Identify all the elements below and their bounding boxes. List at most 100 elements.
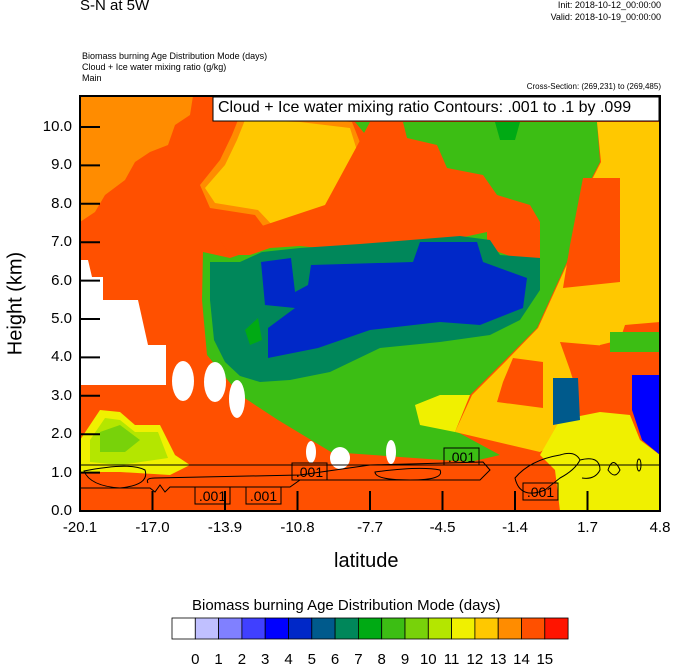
init-time: Init: 2018-10-12_00:00:00 bbox=[557, 0, 661, 10]
contour-label: .001 bbox=[250, 488, 277, 504]
colorbar-swatch bbox=[404, 617, 429, 640]
cross-section-label: Cross-Section: (269,231) to (269,485) bbox=[526, 82, 661, 91]
colorbar-swatch bbox=[451, 617, 476, 640]
field-region-14d bbox=[497, 358, 543, 408]
y-tick-label: 1.0 bbox=[51, 463, 72, 481]
colorbar-swatch bbox=[381, 617, 406, 640]
field-region-9b bbox=[610, 332, 660, 352]
contour-line bbox=[607, 462, 621, 476]
field-white-blob bbox=[306, 441, 316, 463]
colorbar-label: 6 bbox=[330, 651, 340, 668]
colorbar-label: 3 bbox=[261, 651, 270, 668]
field-region-11b bbox=[540, 412, 660, 511]
colorbar-swatch bbox=[311, 617, 336, 640]
plot-title: S-N at 5W bbox=[80, 0, 150, 14]
y-tick-label: 3.0 bbox=[51, 386, 72, 404]
y-tick-label: 5.0 bbox=[51, 310, 72, 327]
field-label-2: Cloud + Ice water mixing ratio (g/kg) bbox=[82, 62, 227, 72]
contour-label-box bbox=[522, 482, 559, 501]
contour-label-box bbox=[194, 486, 231, 505]
contour-info-text: Cloud + Ice water mixing ratio Contours:… bbox=[218, 99, 632, 116]
contour-label-box bbox=[291, 462, 328, 481]
y-tick-label: 0.0 bbox=[51, 502, 72, 519]
contour-label: .001 bbox=[527, 484, 554, 500]
field-region-11 bbox=[415, 395, 470, 432]
field-white-blob bbox=[330, 447, 350, 469]
x-axis-label: latitude bbox=[334, 550, 399, 572]
field-white-blob bbox=[229, 380, 245, 418]
colorbar-swatch bbox=[264, 617, 289, 640]
colorbar-swatch bbox=[497, 617, 522, 640]
field-region-5 bbox=[261, 242, 527, 358]
colorbar-label: 1 bbox=[214, 651, 223, 668]
field-label-1: Biomass burning Age Distribution Mode (d… bbox=[82, 51, 268, 61]
field-region-13 bbox=[80, 96, 193, 222]
x-tick-label: -1.4 bbox=[502, 519, 528, 536]
y-tick-label: 4.0 bbox=[51, 348, 72, 366]
colorbar-swatch bbox=[334, 617, 359, 640]
contour-line bbox=[80, 461, 491, 493]
colorbar-label: 13 bbox=[489, 651, 507, 668]
contour-line bbox=[83, 465, 147, 489]
contour-label: .001 bbox=[199, 488, 226, 504]
y-tick-label: 9.0 bbox=[51, 156, 72, 174]
field-region-14c bbox=[560, 342, 630, 412]
contour-line bbox=[514, 452, 581, 494]
colorbar bbox=[171, 617, 569, 640]
field-region-14b bbox=[563, 178, 620, 288]
colorbar-label: 11 bbox=[443, 651, 460, 668]
colorbar-label: 12 bbox=[466, 651, 484, 668]
colorbar-swatch bbox=[427, 617, 452, 640]
field-region-14 bbox=[220, 122, 540, 262]
colorbar-swatch bbox=[194, 617, 220, 640]
colorbar-swatch bbox=[544, 617, 569, 640]
colorbar-swatch bbox=[171, 617, 196, 640]
colorbar-label: 2 bbox=[237, 651, 247, 668]
y-axis-label: Height (km) bbox=[4, 251, 27, 356]
colorbar-label: 5 bbox=[307, 651, 316, 668]
colorbar-swatch bbox=[288, 617, 313, 640]
field-label-3: Main bbox=[82, 73, 102, 83]
field-region-0 bbox=[80, 260, 166, 385]
contour-line bbox=[579, 458, 601, 479]
colorbar-label: 14 bbox=[513, 651, 530, 668]
contour-label: .001 bbox=[448, 449, 475, 465]
valid-time: Valid: 2018-10-19_00:00:00 bbox=[550, 12, 661, 22]
y-tick-label: 8.0 bbox=[51, 194, 72, 212]
field-region-9c bbox=[100, 425, 140, 452]
field-region-8b bbox=[245, 318, 262, 345]
colorbar-label: 7 bbox=[354, 651, 363, 668]
colorbar-label: 15 bbox=[536, 651, 554, 668]
colorbar-label: 0 bbox=[191, 651, 200, 668]
contour-labels: .001 .001 .001 .001 .001 bbox=[194, 447, 559, 505]
x-tick-label: -13.9 bbox=[207, 519, 243, 536]
x-tick-label: 4.8 bbox=[649, 519, 671, 536]
x-tick-label: 1.7 bbox=[577, 519, 598, 536]
field-white-blob bbox=[386, 440, 396, 464]
y-tick-label: 10.0 bbox=[42, 118, 72, 135]
colorbar-swatch bbox=[521, 617, 546, 640]
colorbar-label: 8 bbox=[377, 651, 386, 668]
x-tick-label: -10.8 bbox=[280, 519, 315, 536]
field-region-8 bbox=[495, 122, 520, 140]
field-region-12b bbox=[205, 120, 363, 230]
colorbar-title: Biomass burning Age Distribution Mode (d… bbox=[192, 597, 501, 614]
y-tick-label: 2.0 bbox=[51, 425, 72, 443]
contour-info-box bbox=[212, 96, 660, 122]
x-tick-label: -17.0 bbox=[135, 519, 170, 536]
field-white-blob bbox=[204, 362, 226, 402]
y-tick-label: 7.0 bbox=[51, 233, 72, 251]
x-tick-label: -7.7 bbox=[357, 519, 383, 536]
contour-line bbox=[636, 458, 642, 472]
contour-label: .001 bbox=[296, 464, 323, 480]
colorbar-swatch bbox=[474, 617, 499, 640]
field-white-blob bbox=[172, 361, 194, 401]
contour-line bbox=[374, 467, 442, 481]
y-tick-label: 6.0 bbox=[51, 271, 72, 289]
colorbar-swatch bbox=[218, 617, 243, 640]
x-tick-label: -4.5 bbox=[429, 519, 456, 536]
axis-ticks bbox=[79, 126, 661, 512]
contour-label-box bbox=[443, 447, 480, 466]
